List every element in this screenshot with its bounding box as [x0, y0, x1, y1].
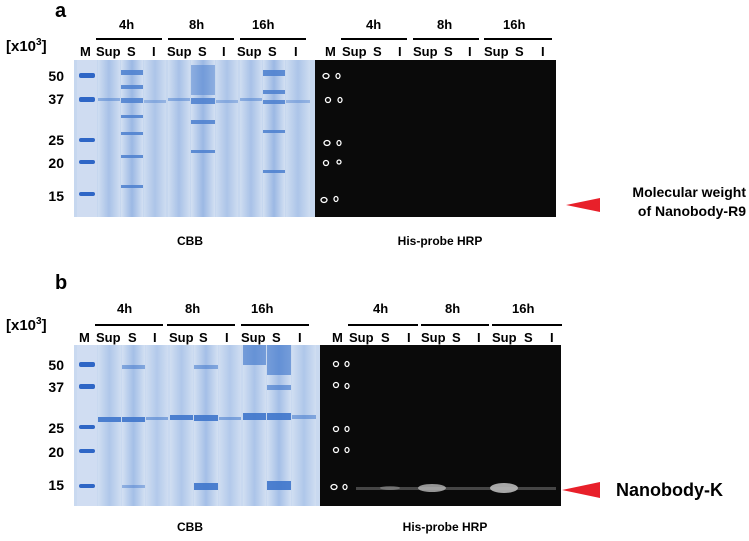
- panel-b-right-lane-m: M: [332, 330, 343, 345]
- panel-b-right-lane-i-4h: I: [407, 330, 411, 345]
- panel-a-blot: [315, 60, 556, 217]
- panel-b-mw-25: 25: [48, 420, 64, 436]
- panel-b-left-lane-i-16h: I: [298, 330, 302, 345]
- panel-b-left-line-16h: [241, 324, 309, 326]
- panel-a-right-line-4h: [341, 38, 407, 40]
- panel-b-left-time-8h: 8h: [185, 301, 201, 316]
- panel-b-right-caption: His-probe HRP: [402, 520, 488, 534]
- panel-b-right-lane-sup-4h: Sup: [349, 330, 374, 345]
- panel-b-annotation: Nanobody-K: [616, 480, 723, 500]
- panel-a-right-lane-sup-16h: Sup: [484, 44, 509, 59]
- panel-b-right-lane-sup-8h: Sup: [421, 330, 446, 345]
- panel-a-right-lane-sup-8h: Sup: [413, 44, 438, 59]
- panel-a-annotation-line-2: of Nanobody-R9: [637, 203, 746, 219]
- panel-a-left-lane-m: M: [80, 44, 91, 59]
- panel-a-right-lane-s-16h: S: [515, 44, 524, 59]
- panel-a-left-lane-i-8h: I: [222, 44, 226, 59]
- panel-a-right-lane-i-8h: I: [468, 44, 472, 59]
- panel-b-right-lane-s-16h: S: [524, 330, 533, 345]
- panel-b-mw-50: 50: [48, 357, 64, 373]
- panel-a-right-lane-s-4h: S: [373, 44, 382, 59]
- panel-b-left-caption: CBB: [177, 520, 203, 534]
- panel-a-right-lane-sup-4h: Sup: [342, 44, 367, 59]
- panel-b-right-time-16h: 16h: [512, 301, 535, 316]
- panel-b-right-lane-i-8h: I: [477, 330, 481, 345]
- panel-b-mw-37: 37: [48, 379, 64, 395]
- panel-a-left-lane-sup-8h: Sup: [167, 44, 192, 59]
- panel-b-left-time-16h: 16h: [251, 301, 274, 316]
- panel-a-annotation: Molecular weight of Nanobody-R9: [610, 183, 746, 221]
- panel-a-mw-37: 37: [48, 91, 64, 107]
- panel-a-red-arrow: [566, 198, 600, 212]
- panel-b-left-line-8h: [167, 324, 235, 326]
- panel-b-right-time-4h: 4h: [373, 301, 389, 316]
- panel-b-left-lane-sup-4h: Sup: [96, 330, 121, 345]
- panel-a-right-lane-s-8h: S: [444, 44, 453, 59]
- panel-a-mw-15: 15: [48, 188, 64, 204]
- panel-b-mw-15: 15: [48, 477, 64, 493]
- panel-b-left-lane-m: M: [79, 330, 90, 345]
- panel-a-left-caption: CBB: [177, 234, 203, 248]
- panel-a-left-lane-i-16h: I: [294, 44, 298, 59]
- panel-b-right-line-8h: [421, 324, 489, 326]
- panel-a-annotation-line-1: Molecular weight: [632, 184, 746, 200]
- panel-b-left-lane-sup-16h: Sup: [241, 330, 266, 345]
- panel-a-left-time-4h: 4h: [119, 17, 135, 32]
- panel-a-left-lane-sup-16h: Sup: [237, 44, 262, 59]
- panel-b-cbb-gel: [74, 345, 320, 506]
- panel-b-left-line-4h: [95, 324, 163, 326]
- panel-a-left-time-8h: 8h: [189, 17, 205, 32]
- panel-a-mw-20: 20: [48, 155, 64, 171]
- panel-a-mw-unit: [x103]: [6, 37, 47, 55]
- panel-b-right-lane-s-8h: S: [452, 330, 461, 345]
- panel-a-right-line-8h: [413, 38, 479, 40]
- panel-b-left-lane-s-16h: S: [272, 330, 281, 345]
- panel-a-right-lane-i-4h: I: [398, 44, 402, 59]
- panel-a-right-time-4h: 4h: [366, 17, 382, 32]
- panel-b-left-lane-i-8h: I: [225, 330, 229, 345]
- panel-a-left-time-16h: 16h: [252, 17, 275, 32]
- panel-a-left-lane-i-4h: I: [152, 44, 156, 59]
- panel-a-right-lane-m: M: [325, 44, 336, 59]
- panel-b-right-line-16h: [492, 324, 562, 326]
- panel-a-cbb-gel: [74, 60, 315, 217]
- panel-a-mw-50: 50: [48, 68, 64, 84]
- panel-a-left-lane-sup-4h: Sup: [96, 44, 121, 59]
- panel-b-mw-unit: [x103]: [6, 316, 47, 334]
- panel-a-right-time-8h: 8h: [437, 17, 453, 32]
- panel-a-left-line-16h: [240, 38, 306, 40]
- panel-a-mw-25: 25: [48, 132, 64, 148]
- panel-a-right-time-16h: 16h: [503, 17, 526, 32]
- panel-a-left-line-8h: [168, 38, 234, 40]
- panel-a-letter: a: [55, 0, 67, 22]
- panel-b-left-lane-s-8h: S: [199, 330, 208, 345]
- panel-a-left-lane-s-8h: S: [198, 44, 207, 59]
- panel-b-red-arrow: [562, 482, 600, 498]
- panel-a-left-lane-s-4h: S: [127, 44, 136, 59]
- panel-a-left-lane-s-16h: S: [268, 44, 277, 59]
- panel-b-right-lane-i-16h: I: [550, 330, 554, 345]
- panel-b-left-lane-i-4h: I: [153, 330, 157, 345]
- panel-b-mw-20: 20: [48, 444, 64, 460]
- panel-b-right-time-8h: 8h: [445, 301, 461, 316]
- panel-b-left-time-4h: 4h: [117, 301, 133, 316]
- panel-b-right-lane-sup-16h: Sup: [492, 330, 517, 345]
- panel-b-right-line-4h: [348, 324, 418, 326]
- panel-a-right-caption: His-probe HRP: [397, 234, 483, 248]
- panel-a-right-line-16h: [484, 38, 552, 40]
- panel-b-blot: [320, 345, 561, 506]
- panel-b-left-lane-sup-8h: Sup: [169, 330, 194, 345]
- panel-a-left-line-4h: [96, 38, 162, 40]
- panel-b-letter: b: [55, 272, 68, 294]
- panel-b-right-lane-s-4h: S: [381, 330, 390, 345]
- panel-a-right-lane-i-16h: I: [541, 44, 545, 59]
- panel-b-left-lane-s-4h: S: [128, 330, 137, 345]
